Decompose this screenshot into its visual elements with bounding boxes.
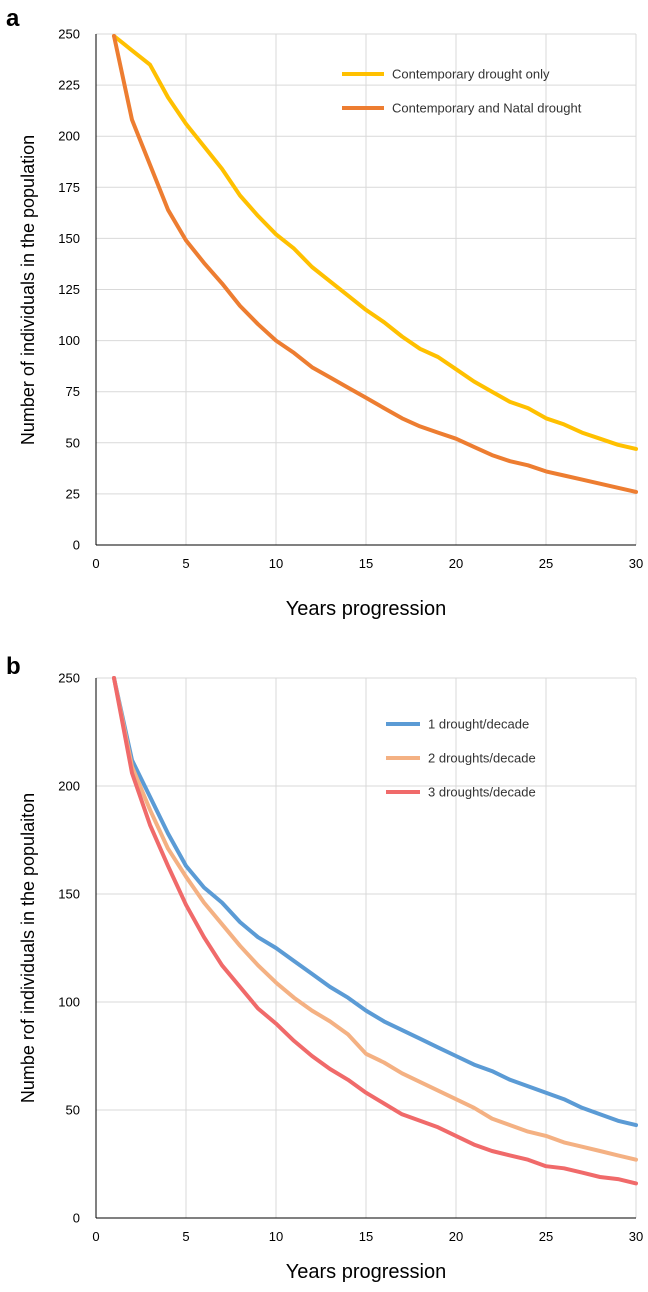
x-tick-label: 30 [629, 1229, 643, 1244]
y-tick-label: 125 [58, 282, 80, 297]
legend-label-2: Contemporary and Natal drought [392, 101, 582, 116]
x-tick-label: 10 [269, 1229, 283, 1244]
x-tick-label: 0 [92, 556, 99, 571]
y-tick-label: 100 [58, 995, 80, 1010]
y-tick-label: 75 [66, 384, 80, 399]
y-tick-label: 225 [58, 78, 80, 93]
series-line-2 [112, 34, 638, 494]
x-tick-label: 30 [629, 556, 643, 571]
legend-label-3: 3 droughts/decade [428, 785, 536, 800]
x-tick-label: 0 [92, 1229, 99, 1244]
series-line-1 [112, 34, 638, 451]
legend-label-1: 1 drought/decade [428, 717, 529, 732]
x-tick-label: 5 [182, 1229, 189, 1244]
y-axis-title: Number of individuals in the population [18, 135, 38, 445]
y-axis-title: Numbe rof individuals in the populaiton [18, 793, 38, 1103]
x-tick-label: 15 [359, 1229, 373, 1244]
chart-panel-a: 0 25 50 75 100 125 150 175 200 225 250 0 5 10 15 20 25 30… [6, 5, 643, 620]
series-line-3 [112, 676, 638, 1186]
y-tick-label: 150 [58, 887, 80, 902]
y-tick-label: 0 [73, 538, 80, 553]
x-tick-label: 20 [449, 556, 463, 571]
y-tick-label: 200 [58, 779, 80, 794]
x-axis-title: Years progression [286, 598, 446, 620]
x-tick-label: 25 [539, 1229, 553, 1244]
x-tick-label: 20 [449, 1229, 463, 1244]
legend-label-2: 2 droughts/decade [428, 751, 536, 766]
panel-label: a [6, 5, 20, 32]
y-tick-label: 50 [66, 435, 80, 450]
y-tick-label: 50 [66, 1103, 80, 1118]
y-tick-label: 25 [66, 486, 80, 501]
y-tick-label: 200 [58, 129, 80, 144]
panel-label: b [6, 653, 21, 680]
y-tick-label: 175 [58, 180, 80, 195]
legend-label-1: Contemporary drought only [392, 67, 550, 82]
x-tick-label: 10 [269, 556, 283, 571]
series-line-1 [112, 676, 638, 1128]
y-tick-label: 100 [58, 333, 80, 348]
x-tick-label: 15 [359, 556, 373, 571]
x-tick-label: 5 [182, 556, 189, 571]
series-line-2 [112, 676, 638, 1162]
chart-panel-b: 0 50 100 150 200 250 0 5 10 15 20 25 30 Years progres… [6, 653, 643, 1283]
y-tick-label: 150 [58, 231, 80, 246]
y-tick-label: 250 [58, 27, 80, 42]
y-tick-label: 250 [58, 671, 80, 686]
y-tick-label: 0 [73, 1211, 80, 1226]
x-axis-title: Years progression [286, 1261, 446, 1283]
x-tick-label: 25 [539, 556, 553, 571]
